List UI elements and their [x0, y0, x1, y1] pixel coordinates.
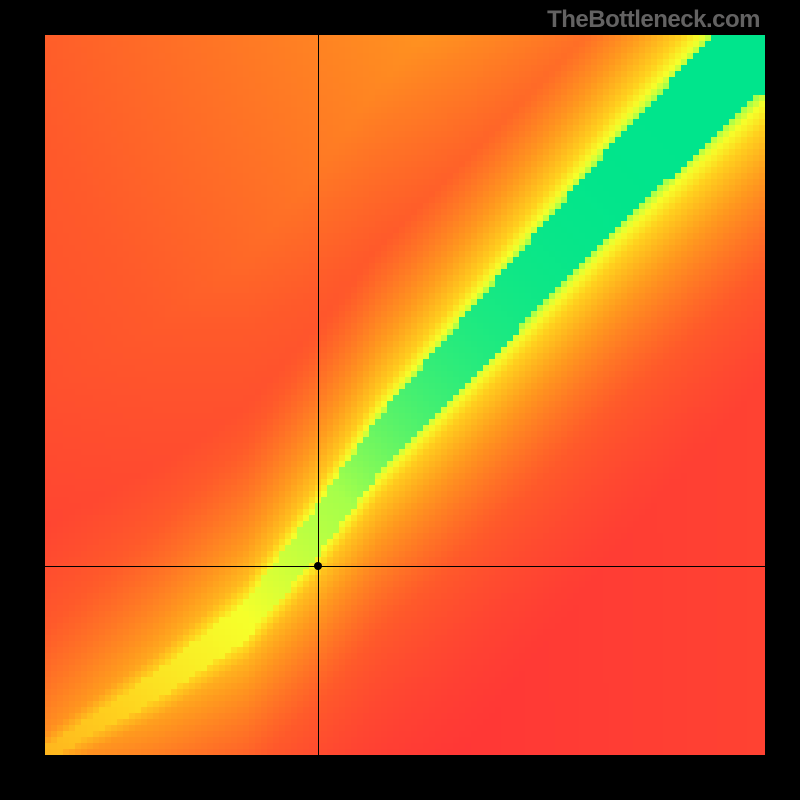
crosshair-vertical — [318, 35, 319, 755]
watermark-text: TheBottleneck.com — [547, 6, 760, 34]
chart-container: TheBottleneck.com — [0, 0, 800, 800]
heatmap-canvas — [45, 35, 765, 755]
data-point-marker — [314, 562, 322, 570]
crosshair-horizontal — [45, 566, 765, 567]
